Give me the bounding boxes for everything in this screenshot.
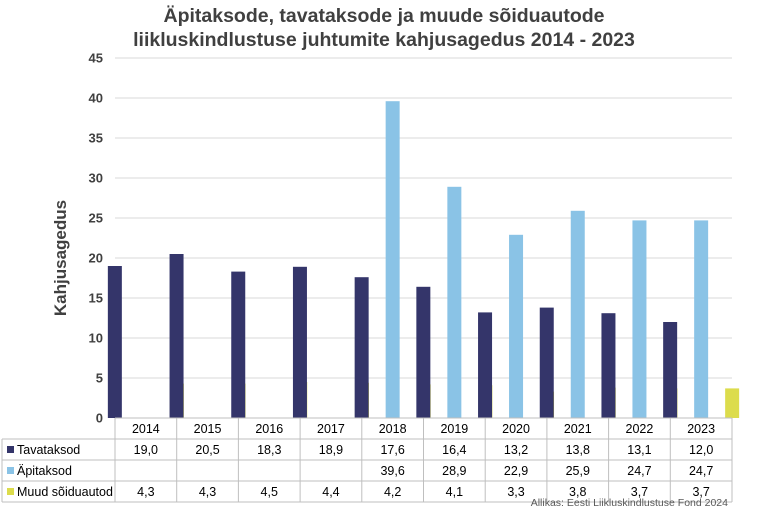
bar-2023-1 (694, 220, 709, 418)
y-tick-label: 0 (96, 411, 103, 426)
data-label: 3,7 (692, 485, 709, 499)
y-tick-label: 45 (89, 51, 103, 66)
gridlines (115, 57, 732, 419)
bar-2019-1 (447, 186, 462, 418)
data-label: 24,7 (689, 464, 713, 478)
source-note: Allikas: Eesti Liikluskindlustuse Fond 2… (530, 497, 728, 509)
bar-2021-0 (539, 307, 554, 418)
y-axis-label: Kahjusagedus (51, 200, 70, 316)
data-label: 4,1 (446, 485, 463, 499)
legend-swatch (7, 446, 14, 453)
y-tick-label: 15 (89, 291, 103, 306)
bar-2023-2 (725, 388, 740, 418)
bar-2019-0 (416, 286, 431, 418)
bar-2023-0 (663, 322, 678, 418)
bar-2015-0 (169, 254, 184, 418)
bar-2014-0 (107, 266, 122, 418)
bar-2018-1 (385, 101, 400, 418)
bar-2020-1 (509, 234, 524, 418)
legend-swatch (7, 488, 14, 495)
data-label: 19,0 (134, 443, 158, 457)
data-label: 4,4 (322, 485, 339, 499)
data-label: 4,3 (199, 485, 216, 499)
x-tick-label: 2015 (194, 422, 222, 436)
bar-2021-1 (570, 210, 585, 418)
data-label: 13,1 (627, 443, 651, 457)
data-label: 28,9 (442, 464, 466, 478)
data-label: 3,3 (507, 485, 524, 499)
x-tick-label: 2023 (687, 422, 715, 436)
data-label: 25,9 (566, 464, 590, 478)
bar-2022-1 (632, 220, 647, 418)
data-label: 39,6 (380, 464, 404, 478)
data-label: 13,2 (504, 443, 528, 457)
legend-swatch (7, 467, 14, 474)
bar-2022-0 (601, 313, 616, 418)
data-label: 4,2 (384, 485, 401, 499)
data-label: 12,0 (689, 443, 713, 457)
legend-label: Muud sõiduautod (17, 485, 113, 499)
y-tick-label: 30 (89, 171, 103, 186)
chart-title-line-1: Äpitaksode, tavataksode ja muude sõiduau… (163, 5, 605, 27)
data-label: 4,3 (137, 485, 154, 499)
data-label: 22,9 (504, 464, 528, 478)
legend-label: Tavataksod (17, 443, 80, 457)
bars (107, 101, 740, 418)
data-label: 13,8 (566, 443, 590, 457)
bar-2020-0 (478, 312, 493, 418)
chart-title: Äpitaksode, tavataksode ja muude sõiduau… (0, 4, 768, 52)
data-label: 4,5 (261, 485, 278, 499)
x-tick-label: 2019 (440, 422, 468, 436)
y-tick-label: 10 (89, 331, 103, 346)
data-label: 18,9 (319, 443, 343, 457)
y-axis-ticks: 0 5 10 15 20 25 30 35 40 45 (89, 51, 103, 426)
x-tick-label: 2016 (255, 422, 283, 436)
data-label: 3,7 (631, 485, 648, 499)
legend-label: Äpitaksod (17, 464, 72, 478)
bar-2018-0 (354, 277, 369, 418)
x-tick-label: 2014 (132, 422, 160, 436)
data-label: 16,4 (442, 443, 466, 457)
data-label: 18,3 (257, 443, 281, 457)
y-tick-label: 40 (89, 91, 103, 106)
chart-title-line-2: liikluskindlustuse juhtumite kahjusagedu… (133, 29, 635, 51)
x-tick-label: 2020 (502, 422, 530, 436)
y-tick-label: 25 (89, 211, 103, 226)
y-tick-label: 5 (96, 371, 103, 386)
bar-2017-0 (292, 266, 307, 418)
data-label: 24,7 (627, 464, 651, 478)
x-tick-label: 2022 (626, 422, 654, 436)
x-tick-label: 2018 (379, 422, 407, 436)
y-tick-label: 20 (89, 251, 103, 266)
data-table: 2014 2015 2016 2017 2018 2019 2020 2021 2022 2023… (1, 417, 733, 503)
data-label: 17,6 (380, 443, 404, 457)
data-label: 3,8 (569, 485, 586, 499)
x-tick-label: 2017 (317, 422, 345, 436)
data-label: 20,5 (195, 443, 219, 457)
bar-2016-0 (231, 271, 246, 418)
y-tick-label: 35 (89, 131, 103, 146)
x-tick-label: 2021 (564, 422, 592, 436)
